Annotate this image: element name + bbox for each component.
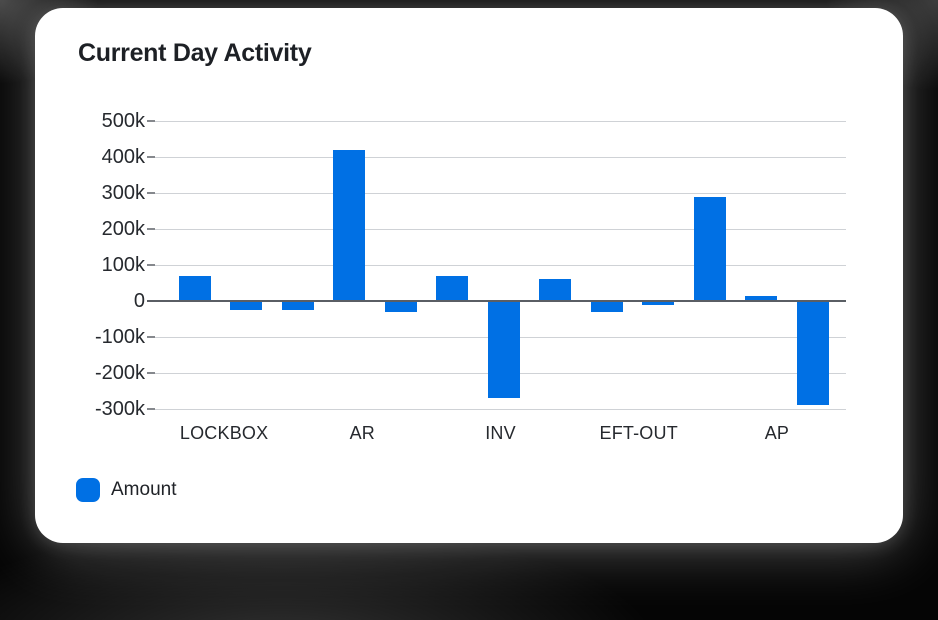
y-tick-label: 100k [101,254,145,276]
x-axis: LOCKBOX AR INV EFT-OUT AP [155,420,846,446]
plot-area: LOCKBOX AR INV EFT-OUT AP 500k 400k 300k 200k 10… [95,110,846,443]
zero-axis-line [155,300,846,302]
gridline [155,120,846,122]
y-axis-tick [147,408,155,410]
bar[interactable] [179,275,211,301]
chart-title: Current Day Activity [78,39,312,67]
gridline [155,408,846,410]
x-tick-label: AR [349,423,375,443]
y-tick-label: -300k [94,398,145,420]
bar[interactable] [590,301,623,312]
y-axis-tick [147,300,155,302]
y-tick-label: 400k [101,146,145,168]
gridline [155,156,846,158]
y-axis-tick [147,156,155,158]
bar[interactable] [745,295,778,301]
bar[interactable] [539,279,572,301]
bar[interactable] [384,301,417,312]
y-tick-label: 500k [101,110,145,132]
gridline [155,192,846,194]
y-tick-label: 300k [101,182,145,204]
y-axis-tick [147,336,155,338]
bar[interactable] [333,149,366,301]
bar[interactable] [796,301,829,406]
current-day-activity-card: Current Day Activity LOCKBOX AR INV EFT-OUT… [35,8,903,543]
y-tick-label: 0 [133,290,145,312]
y-axis-tick [147,192,155,194]
bar[interactable] [487,301,520,399]
gridline [155,264,846,266]
bar[interactable] [436,275,469,301]
y-tick-label: -200k [94,362,145,384]
bar[interactable] [693,196,726,301]
x-tick-label: AP [764,423,790,443]
y-axis-tick [147,372,155,374]
x-tick-label: LOCKBOX [179,423,269,443]
y-axis-tick [147,264,155,266]
legend-swatch-icon [76,478,100,502]
y-tick-label: -100k [94,326,145,348]
legend-label: Amount [111,479,177,500]
bar[interactable] [230,301,263,310]
y-axis-tick [147,120,155,122]
legend-item-amount[interactable]: Amount [76,478,176,502]
x-tick-label: INV [485,423,516,443]
y-axis-tick [147,228,155,230]
y-tick-label: 200k [101,218,145,240]
bar[interactable] [642,301,675,305]
gridline [155,228,846,230]
x-tick-label: EFT-OUT [599,423,678,443]
bar[interactable] [281,301,314,310]
